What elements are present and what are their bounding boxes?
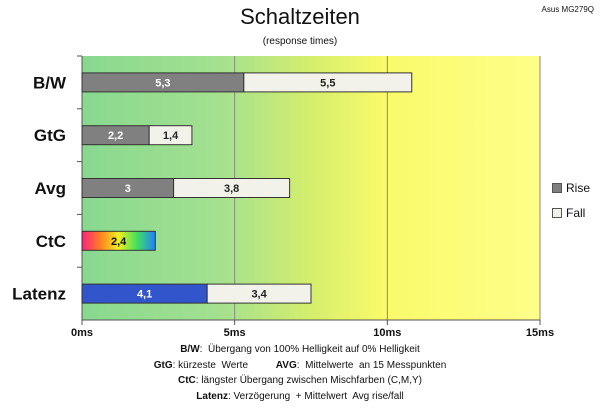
data-label: 3,8 [224, 183, 239, 195]
data-label: 2,4 [111, 236, 127, 248]
footnote-text: : längster Übergang zwischen Mischfarben… [195, 375, 422, 386]
data-label: 5,3 [155, 77, 170, 89]
footnote-term: B/W [180, 344, 200, 355]
legend-label: Fall [566, 206, 586, 220]
data-label: 2,2 [108, 130, 123, 142]
data-label: 3,4 [251, 289, 267, 301]
legend-swatch [552, 183, 562, 193]
legend-label: Rise [566, 181, 591, 195]
footnote-line: GtG: kürzeste Werte AVG: Mittelwerte an … [0, 358, 600, 374]
category-label: GtG [34, 126, 66, 145]
x-tick-label: 5ms [224, 327, 246, 339]
footnote-line: Latenz: Verzögerung + Mittelwert Avg ris… [0, 389, 600, 405]
legend-swatch [552, 208, 562, 218]
footnote-line: B/W: Übergang von 100% Helligkeit auf 0%… [0, 342, 600, 358]
bar-fall [173, 178, 291, 198]
footnote-text: : kürzeste Werte [172, 359, 276, 371]
footnote-term: AVG [275, 359, 297, 371]
chart-subtitle: (response times) [262, 36, 338, 47]
category-label: B/W [33, 73, 67, 92]
legend-item-fall: Fall [552, 206, 585, 220]
data-label: 1,4 [163, 130, 179, 142]
footnotes: B/W: Übergang von 100% Helligkeit auf 0%… [0, 342, 600, 404]
bar-fall [148, 125, 193, 146]
x-tick-label: 15ms [526, 327, 554, 339]
data-label: 3 [125, 183, 131, 195]
bar-fall [243, 72, 413, 93]
footnote-line: CtC: längster Übergang zwischen Mischfar… [0, 373, 600, 389]
footnote-term: Latenz [196, 390, 228, 402]
x-tick-label: 0ms [71, 327, 93, 339]
category-label: Latenz [12, 285, 66, 304]
chart-title: Schaltzeiten [240, 4, 360, 29]
category-label: Avg [35, 179, 67, 198]
footnote-term: GtG [153, 359, 173, 371]
monitor-label: Asus MG279Q [541, 5, 594, 14]
category-label: CtC [36, 232, 66, 251]
bar-fall [206, 283, 312, 304]
legend-item-rise: Rise [552, 181, 590, 195]
plot-area: 0ms 5ms 10ms 15ms B/W 5,3 5,5 GtG 2,2 1,4 Avg 3 3,8 C… [12, 55, 554, 339]
footnote-term: CtC [178, 375, 196, 386]
bar-rise [81, 230, 156, 251]
footnote-text: : Mittelwerte an 15 Messpunkten [296, 359, 447, 371]
footnote-text: : Übergang von 100% Helligkeit auf 0% He… [199, 344, 420, 355]
footnote-text: : Verzögerung + Mittelwert Avg rise/fall [227, 390, 404, 402]
data-label: 5,5 [320, 77, 335, 89]
data-label: 4,1 [137, 289, 152, 301]
x-tick-label: 10ms [373, 327, 401, 339]
